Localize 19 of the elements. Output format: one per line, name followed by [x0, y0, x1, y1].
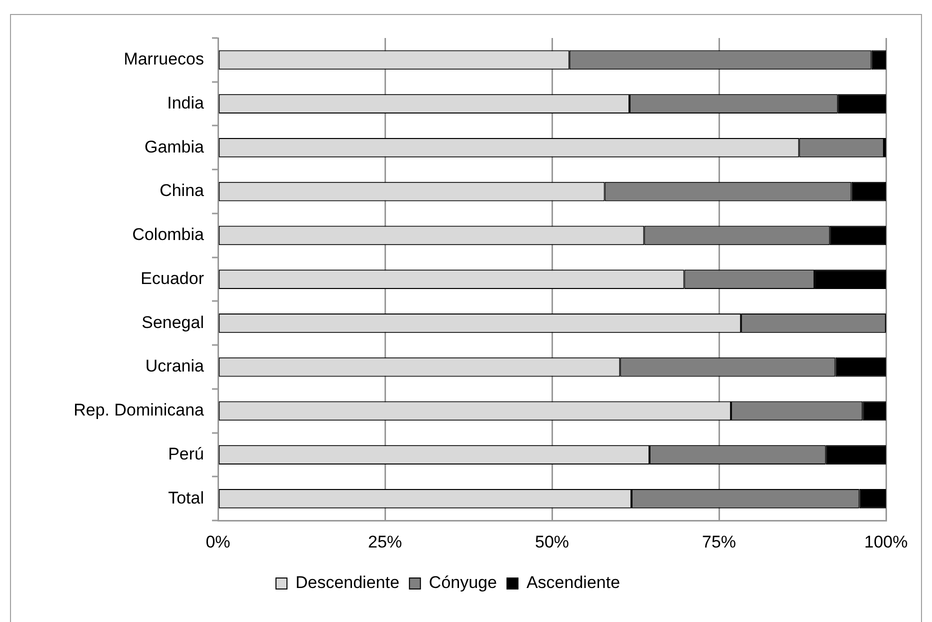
- x-tick-label: 0%: [206, 532, 230, 552]
- legend-label: Ascendiente: [526, 573, 620, 592]
- y-tick-label: India: [167, 93, 205, 112]
- y-tick-label: Gambia: [144, 137, 205, 156]
- x-tick-label: 50%: [534, 532, 570, 552]
- y-tick-label: Colombia: [132, 225, 205, 244]
- y-tick-label: Rep. Dominicana: [74, 400, 205, 420]
- legend-label: Descendiente: [295, 573, 400, 592]
- x-tick-label: 25%: [368, 532, 402, 552]
- legend-label: Cónyuge: [428, 573, 497, 592]
- x-tick-label: 100%: [864, 532, 908, 552]
- y-tick-label: Ucrania: [145, 356, 205, 376]
- y-tick-label: Marruecos: [124, 50, 204, 69]
- y-tick-label: Perú: [168, 444, 204, 464]
- y-tick-label: Total: [168, 488, 204, 508]
- x-tick-label: 75%: [702, 532, 736, 552]
- y-tick-label: Ecuador: [140, 268, 204, 288]
- y-tick-label: China: [160, 181, 205, 200]
- y-tick-label: Senegal: [142, 312, 204, 332]
